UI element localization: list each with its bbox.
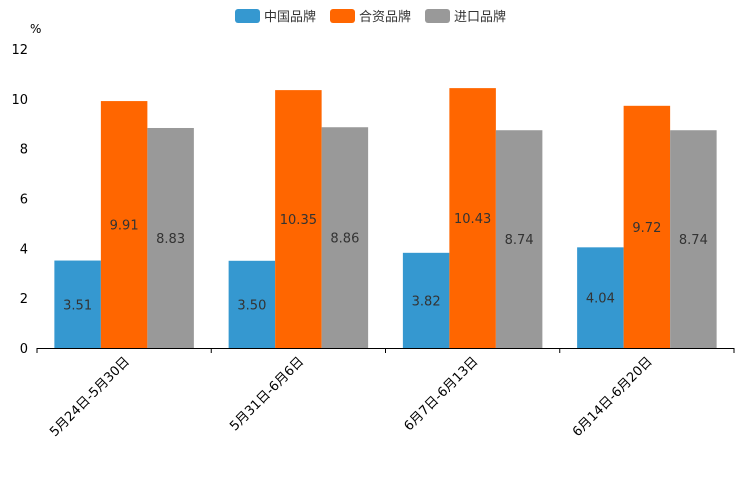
x-axis xyxy=(36,348,735,353)
y-tick-label: 6 xyxy=(20,193,28,208)
bar-value-label: 10.35 xyxy=(280,213,317,228)
legend-swatch xyxy=(425,9,450,23)
bar-value-label: 8.74 xyxy=(679,233,708,248)
bar-value-label: 4.04 xyxy=(586,292,615,307)
y-tick-label: 8 xyxy=(20,143,28,158)
bar-value-label: 10.43 xyxy=(454,212,491,227)
legend-item[interactable]: 中国品牌 xyxy=(235,9,316,25)
bar xyxy=(577,247,624,348)
y-tick-label: 10 xyxy=(11,93,28,108)
legend-label: 合资品牌 xyxy=(359,9,411,25)
y-axis-unit: % xyxy=(30,22,41,36)
bars: 3.51 9.91 8.83 3.50 10.35 8.86 3.82 10.43 8.74 4.… xyxy=(54,88,717,349)
y-tick-label: 2 xyxy=(20,292,28,307)
bar-value-label: 8.74 xyxy=(505,233,534,248)
bar xyxy=(623,105,671,348)
bar xyxy=(147,127,194,348)
x-axis-ticks: 5月24日-5月30日 5月31日-6月6日 6月7日-6月13日 6月14日-6月2… xyxy=(47,354,656,440)
bar-value-label: 8.86 xyxy=(330,232,359,247)
y-tick-label: 0 xyxy=(20,342,28,357)
legend-swatch xyxy=(330,9,355,23)
bar xyxy=(275,90,322,349)
bar xyxy=(321,127,369,348)
bar xyxy=(402,252,450,348)
bar-value-label: 3.82 xyxy=(412,294,441,309)
bar xyxy=(54,260,101,348)
bar xyxy=(228,260,276,348)
bar xyxy=(100,101,148,348)
y-tick-label: 12 xyxy=(11,43,28,58)
legend: 中国品牌 合资品牌 进口品牌 xyxy=(235,9,506,25)
x-tick-label: 6月14日-6月20日 xyxy=(570,354,656,440)
bar xyxy=(449,88,496,348)
x-tick-label: 6月7日-6月13日 xyxy=(402,354,482,434)
bar-value-label: 9.91 xyxy=(110,219,139,234)
legend-item[interactable]: 进口品牌 xyxy=(425,9,506,25)
x-tick-label: 5月24日-5月30日 xyxy=(47,354,133,440)
bar-value-label: 3.51 xyxy=(63,298,92,313)
legend-item[interactable]: 合资品牌 xyxy=(330,9,411,25)
legend-swatch xyxy=(235,9,260,23)
y-tick-label: 4 xyxy=(20,242,28,257)
legend-label: 中国品牌 xyxy=(264,9,316,25)
y-axis-ticks: 0 2 4 6 8 10 12 xyxy=(11,43,28,357)
x-tick-label: 5月31日-6月6日 xyxy=(227,354,307,434)
bar-value-label: 9.72 xyxy=(632,221,661,236)
legend-label: 进口品牌 xyxy=(454,9,506,25)
bar-value-label: 8.83 xyxy=(156,232,185,247)
bar xyxy=(670,130,717,348)
bar-value-label: 3.50 xyxy=(237,298,266,313)
bar xyxy=(495,130,543,348)
